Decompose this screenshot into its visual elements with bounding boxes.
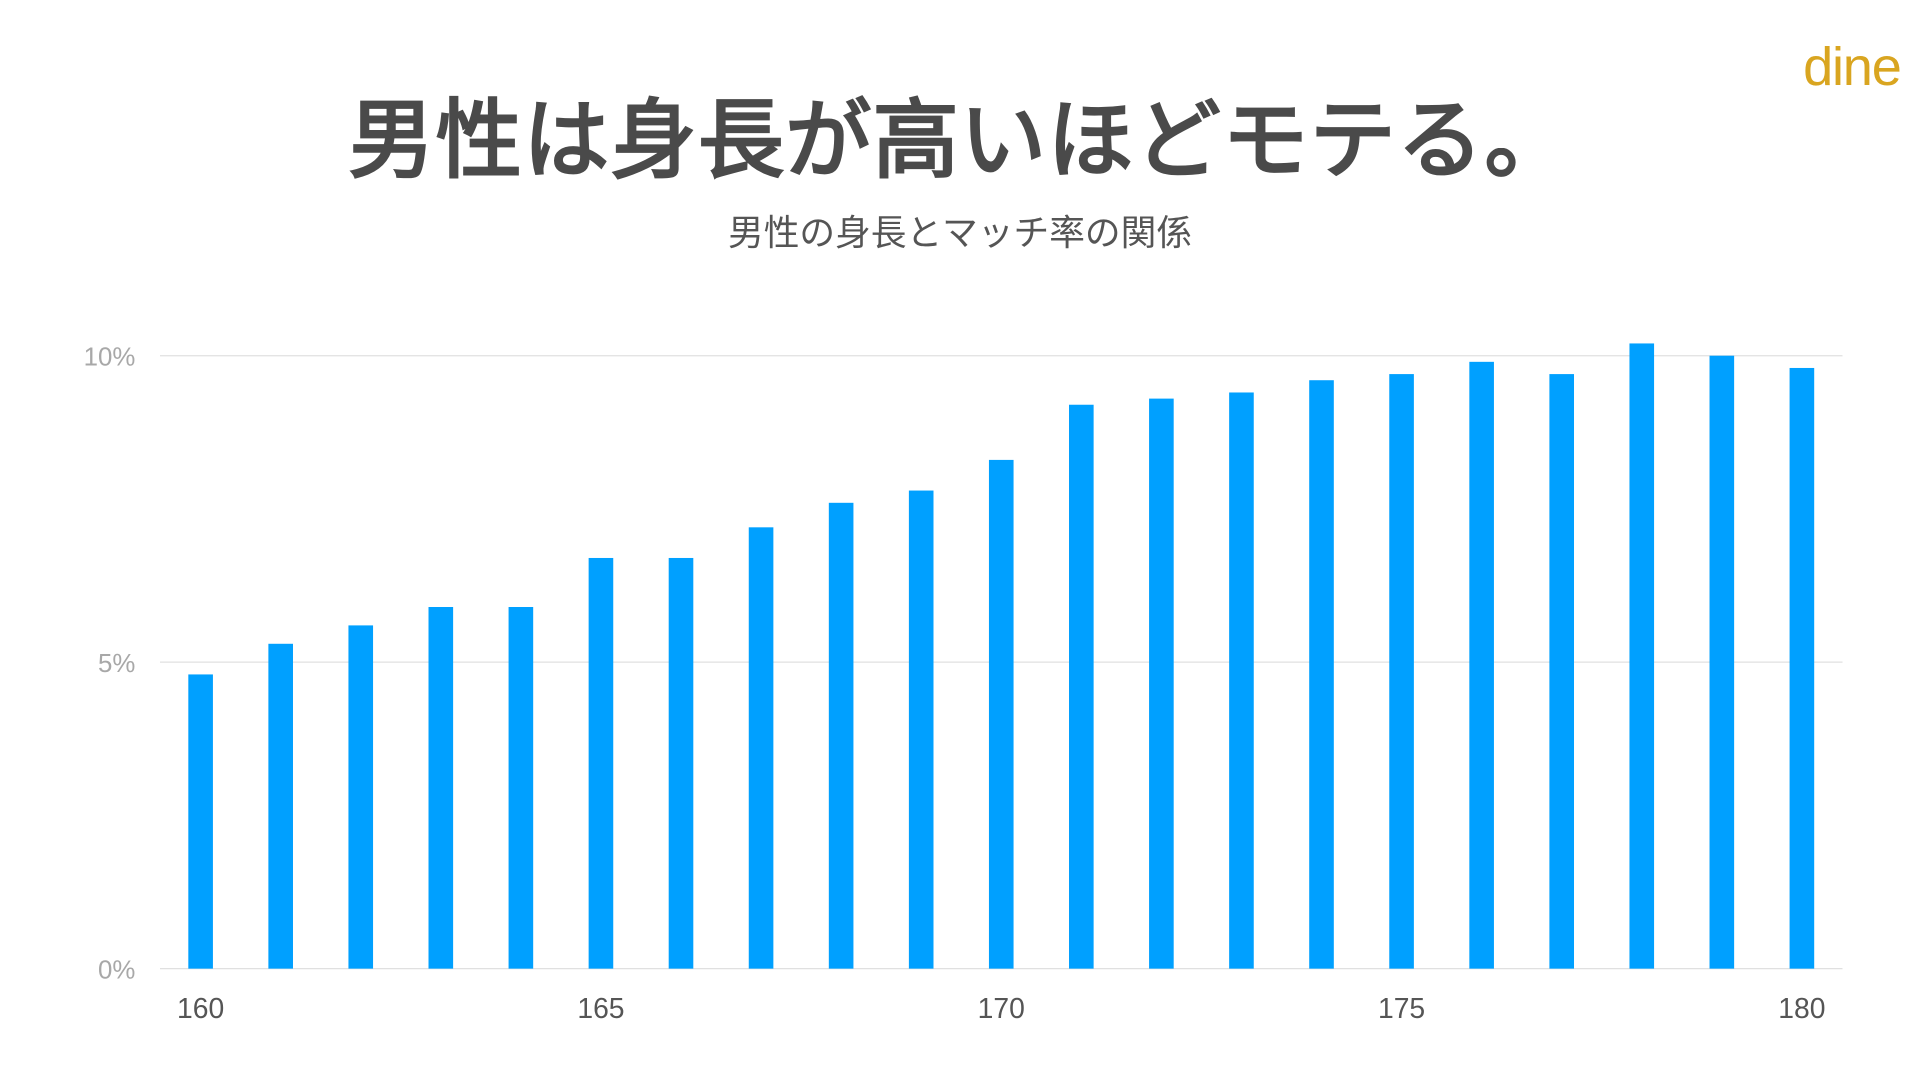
y-tick-label: 0% — [98, 956, 135, 984]
dine-logo: dine — [1803, 36, 1902, 98]
bar-170 — [988, 459, 1014, 969]
bar-180 — [1789, 367, 1815, 969]
bar-167 — [748, 527, 774, 969]
bar-166 — [668, 557, 694, 969]
bar-172 — [1149, 398, 1174, 969]
y-tick-label: 10% — [84, 344, 136, 372]
bar-179 — [1709, 355, 1735, 969]
x-tick-label: 180 — [1778, 992, 1825, 1024]
bar-169 — [908, 490, 934, 969]
bar-178 — [1629, 343, 1655, 969]
bar-174 — [1309, 380, 1334, 969]
bar-165 — [588, 557, 614, 969]
bar-168 — [828, 502, 854, 969]
bar-160 — [188, 674, 213, 969]
bar-162 — [348, 625, 374, 969]
bar-175 — [1389, 374, 1414, 969]
page-title: 男性は身長が高いほどモテる。 — [348, 89, 1572, 191]
x-tick-label: 160 — [177, 992, 224, 1024]
x-tick-label: 175 — [1378, 992, 1425, 1024]
y-tick-label: 5% — [98, 650, 135, 678]
x-tick-label: 170 — [978, 992, 1025, 1024]
bar-171 — [1069, 404, 1094, 969]
bar-161 — [268, 643, 293, 969]
chart-subtitle: 男性の身長とマッチ率の関係 — [727, 211, 1193, 254]
x-tick-label: 165 — [577, 992, 624, 1024]
bar-173 — [1229, 392, 1254, 969]
bar-176 — [1469, 361, 1494, 969]
bar-177 — [1549, 374, 1575, 969]
bar-164 — [508, 607, 534, 969]
bar-163 — [428, 607, 454, 969]
